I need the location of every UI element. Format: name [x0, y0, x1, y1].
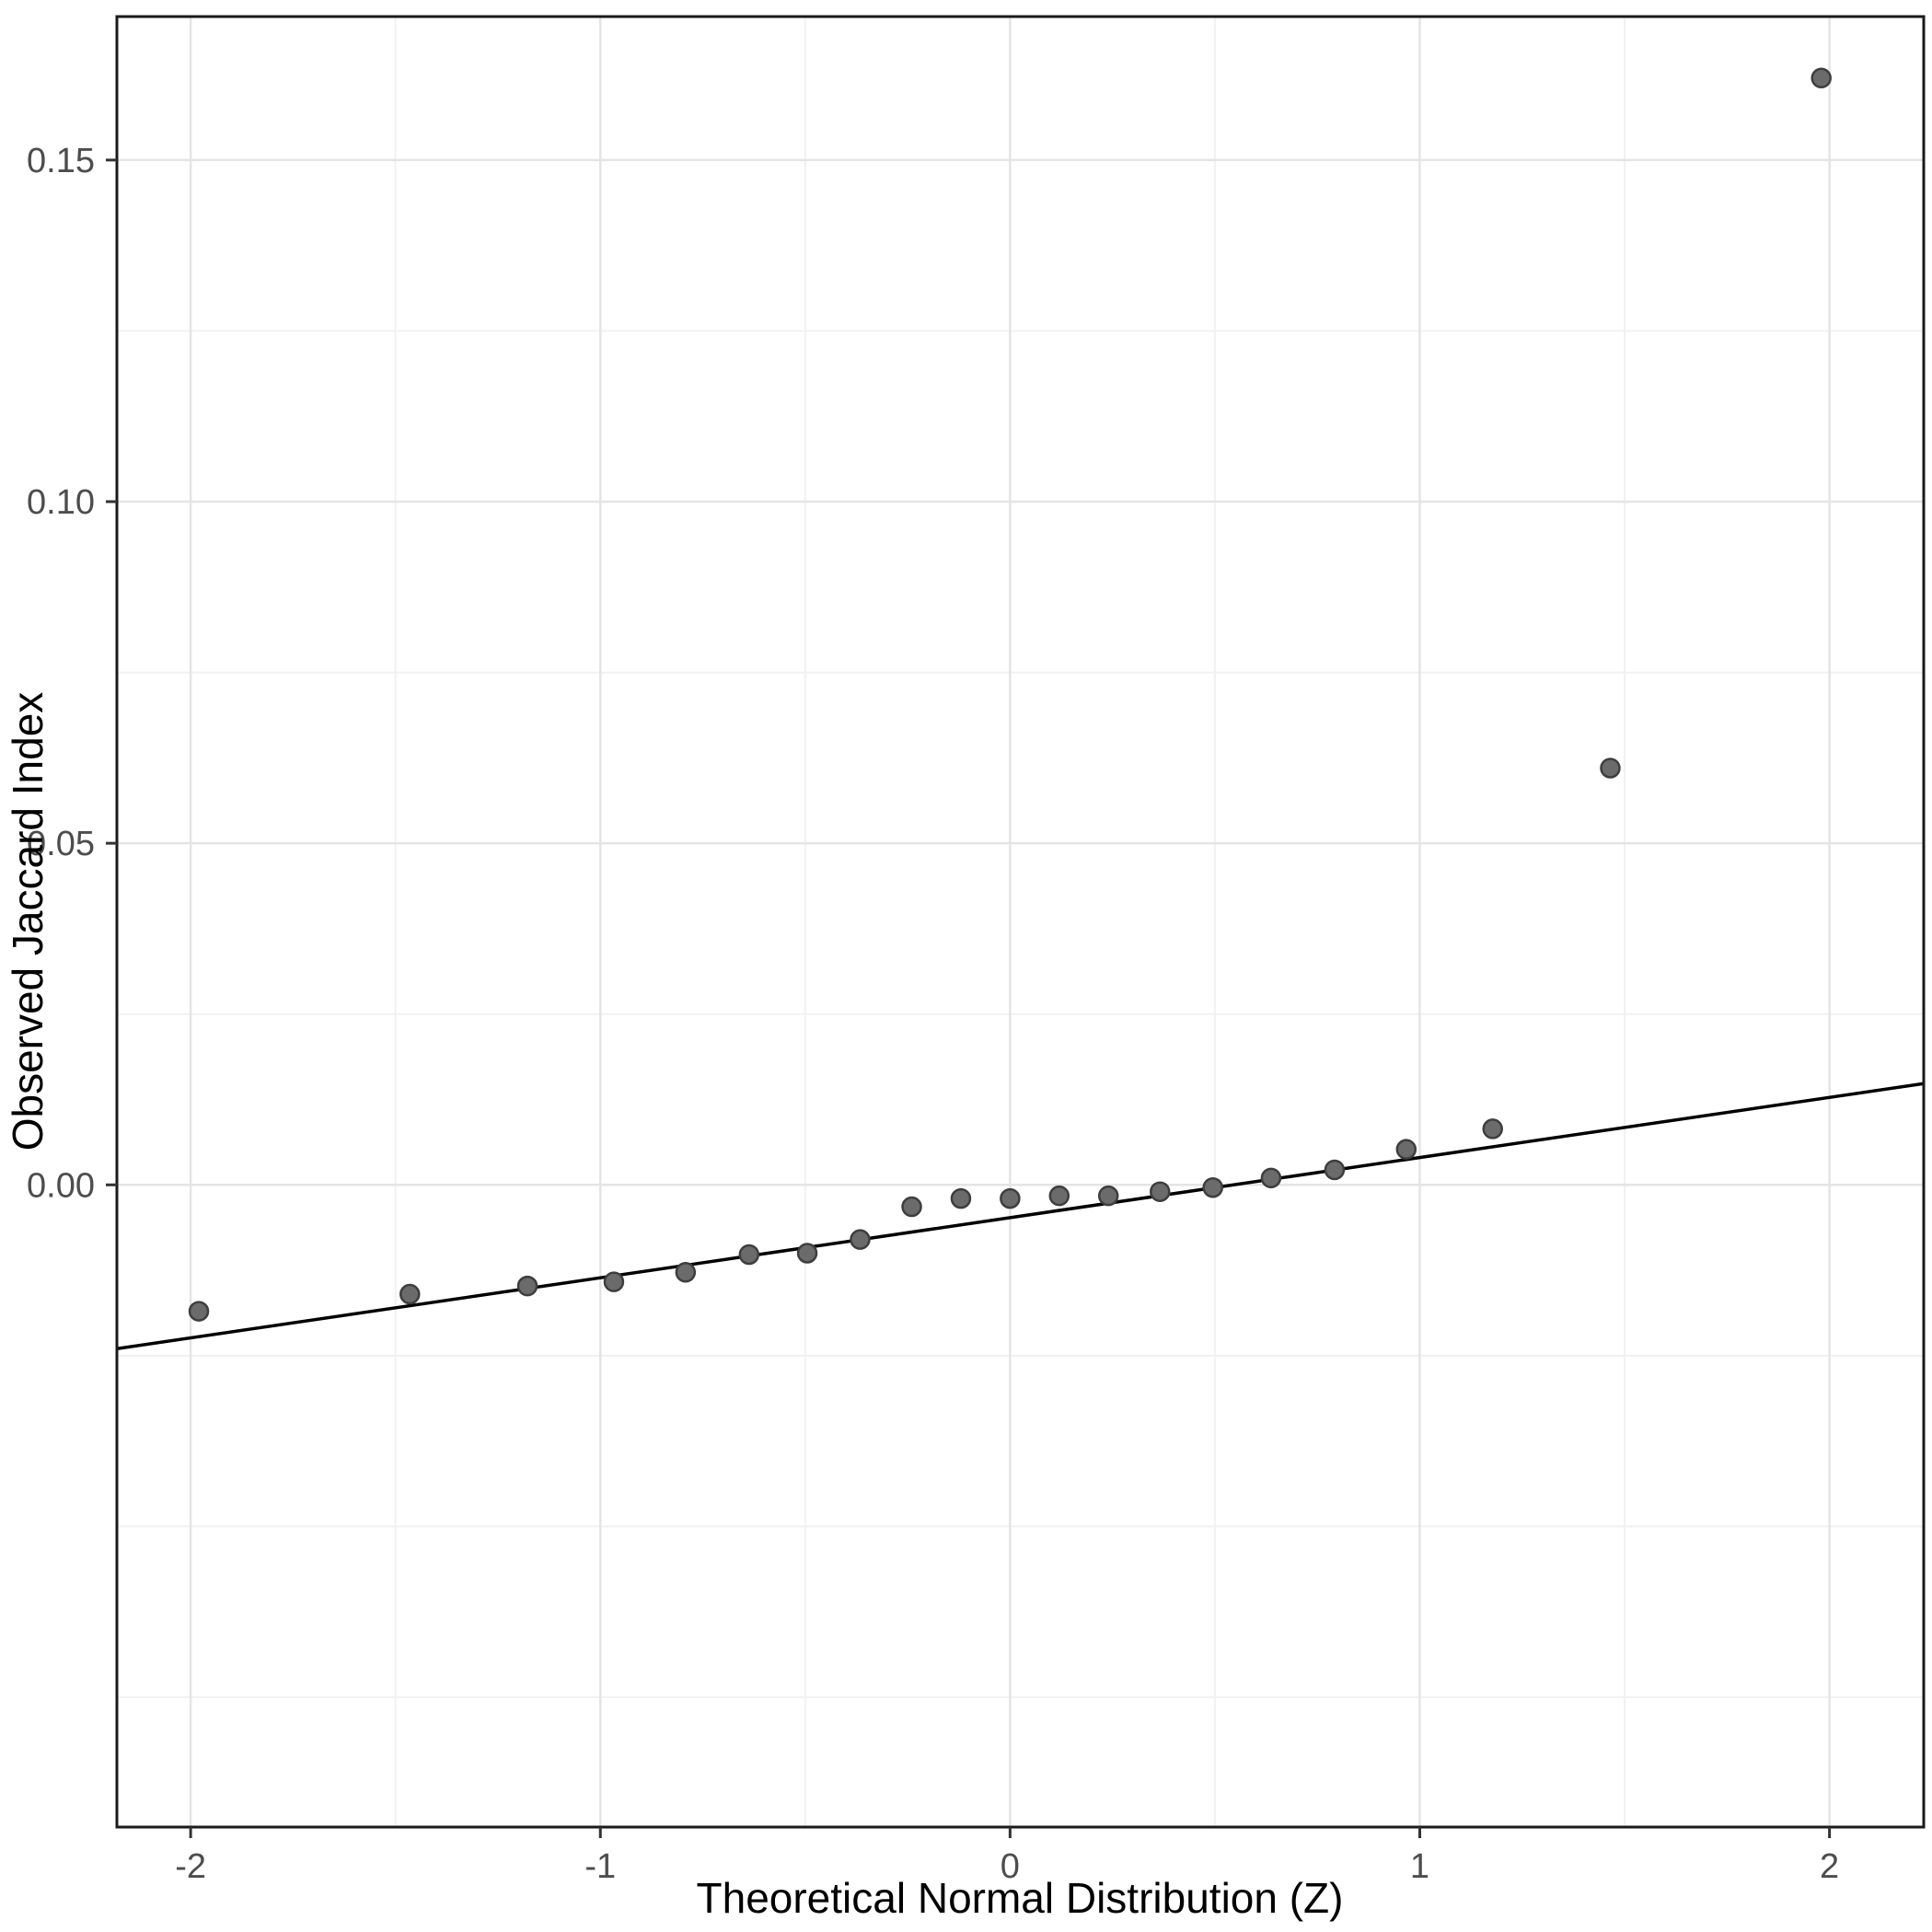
- data-point: [950, 1187, 972, 1209]
- data-point: [516, 1275, 538, 1297]
- panel-border: [115, 15, 1926, 1829]
- data-point: [1395, 1139, 1417, 1160]
- panel-background: [117, 17, 1924, 1827]
- data-point: [1150, 1181, 1171, 1202]
- x-tick-label: 0: [1001, 1847, 1020, 1886]
- data-point: [1811, 67, 1832, 89]
- data-point: [1260, 1167, 1282, 1189]
- plot-layers: -2 -1 0 1 2 0.00 0.05 0.10 0.15: [27, 15, 1926, 1886]
- y-tick-label: 0.00: [27, 1166, 95, 1205]
- data-point: [1097, 1185, 1119, 1207]
- y-tick-label: 0.15: [27, 142, 95, 180]
- data-point: [1482, 1118, 1503, 1140]
- x-tick-label: 2: [1820, 1847, 1839, 1886]
- data-point: [901, 1196, 922, 1218]
- qq-reference-line: [116, 1082, 1925, 1351]
- data-point: [796, 1243, 818, 1264]
- x-tick-label: -1: [584, 1847, 616, 1886]
- data-point: [1600, 758, 1621, 779]
- data-point: [1048, 1185, 1070, 1207]
- x-tick-label: 1: [1410, 1847, 1429, 1886]
- y-tick-label: 0.05: [27, 825, 95, 863]
- x-tick-label: -2: [175, 1847, 206, 1886]
- y-axis-title: Observed Jaccard Index: [4, 692, 52, 1151]
- data-point: [1202, 1176, 1223, 1198]
- data-point: [675, 1262, 697, 1283]
- data-point: [1324, 1159, 1346, 1181]
- x-axis-title: Theoretical Normal Distribution (Z): [697, 1874, 1344, 1922]
- y-tick-label: 0.10: [27, 483, 95, 522]
- data-point: [1000, 1187, 1021, 1209]
- data-point: [603, 1271, 625, 1292]
- data-point: [399, 1283, 421, 1305]
- data-point: [738, 1244, 760, 1266]
- data-point: [188, 1301, 210, 1322]
- data-point: [850, 1229, 871, 1250]
